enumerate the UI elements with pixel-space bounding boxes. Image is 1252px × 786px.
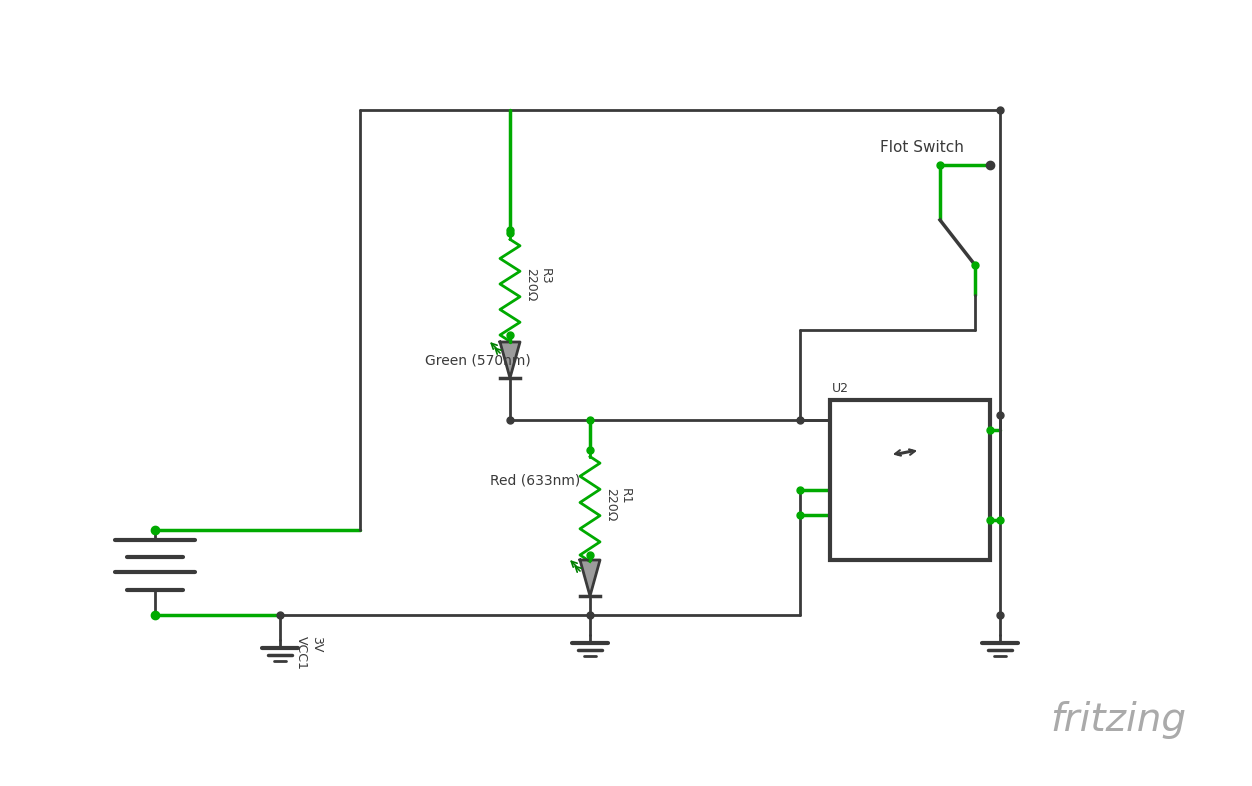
- Text: Flot Switch: Flot Switch: [880, 139, 964, 155]
- Polygon shape: [580, 560, 600, 596]
- Text: Green (570nm): Green (570nm): [424, 353, 531, 367]
- Text: Red (633nm): Red (633nm): [490, 473, 580, 487]
- Text: U2: U2: [833, 382, 849, 395]
- Text: R1
220Ω: R1 220Ω: [603, 488, 632, 522]
- Polygon shape: [500, 342, 520, 378]
- Text: R3
220Ω: R3 220Ω: [525, 268, 552, 302]
- FancyBboxPatch shape: [830, 400, 990, 560]
- Text: 3V
VCC1: 3V VCC1: [295, 636, 323, 670]
- Text: fritzing: fritzing: [1050, 701, 1186, 739]
